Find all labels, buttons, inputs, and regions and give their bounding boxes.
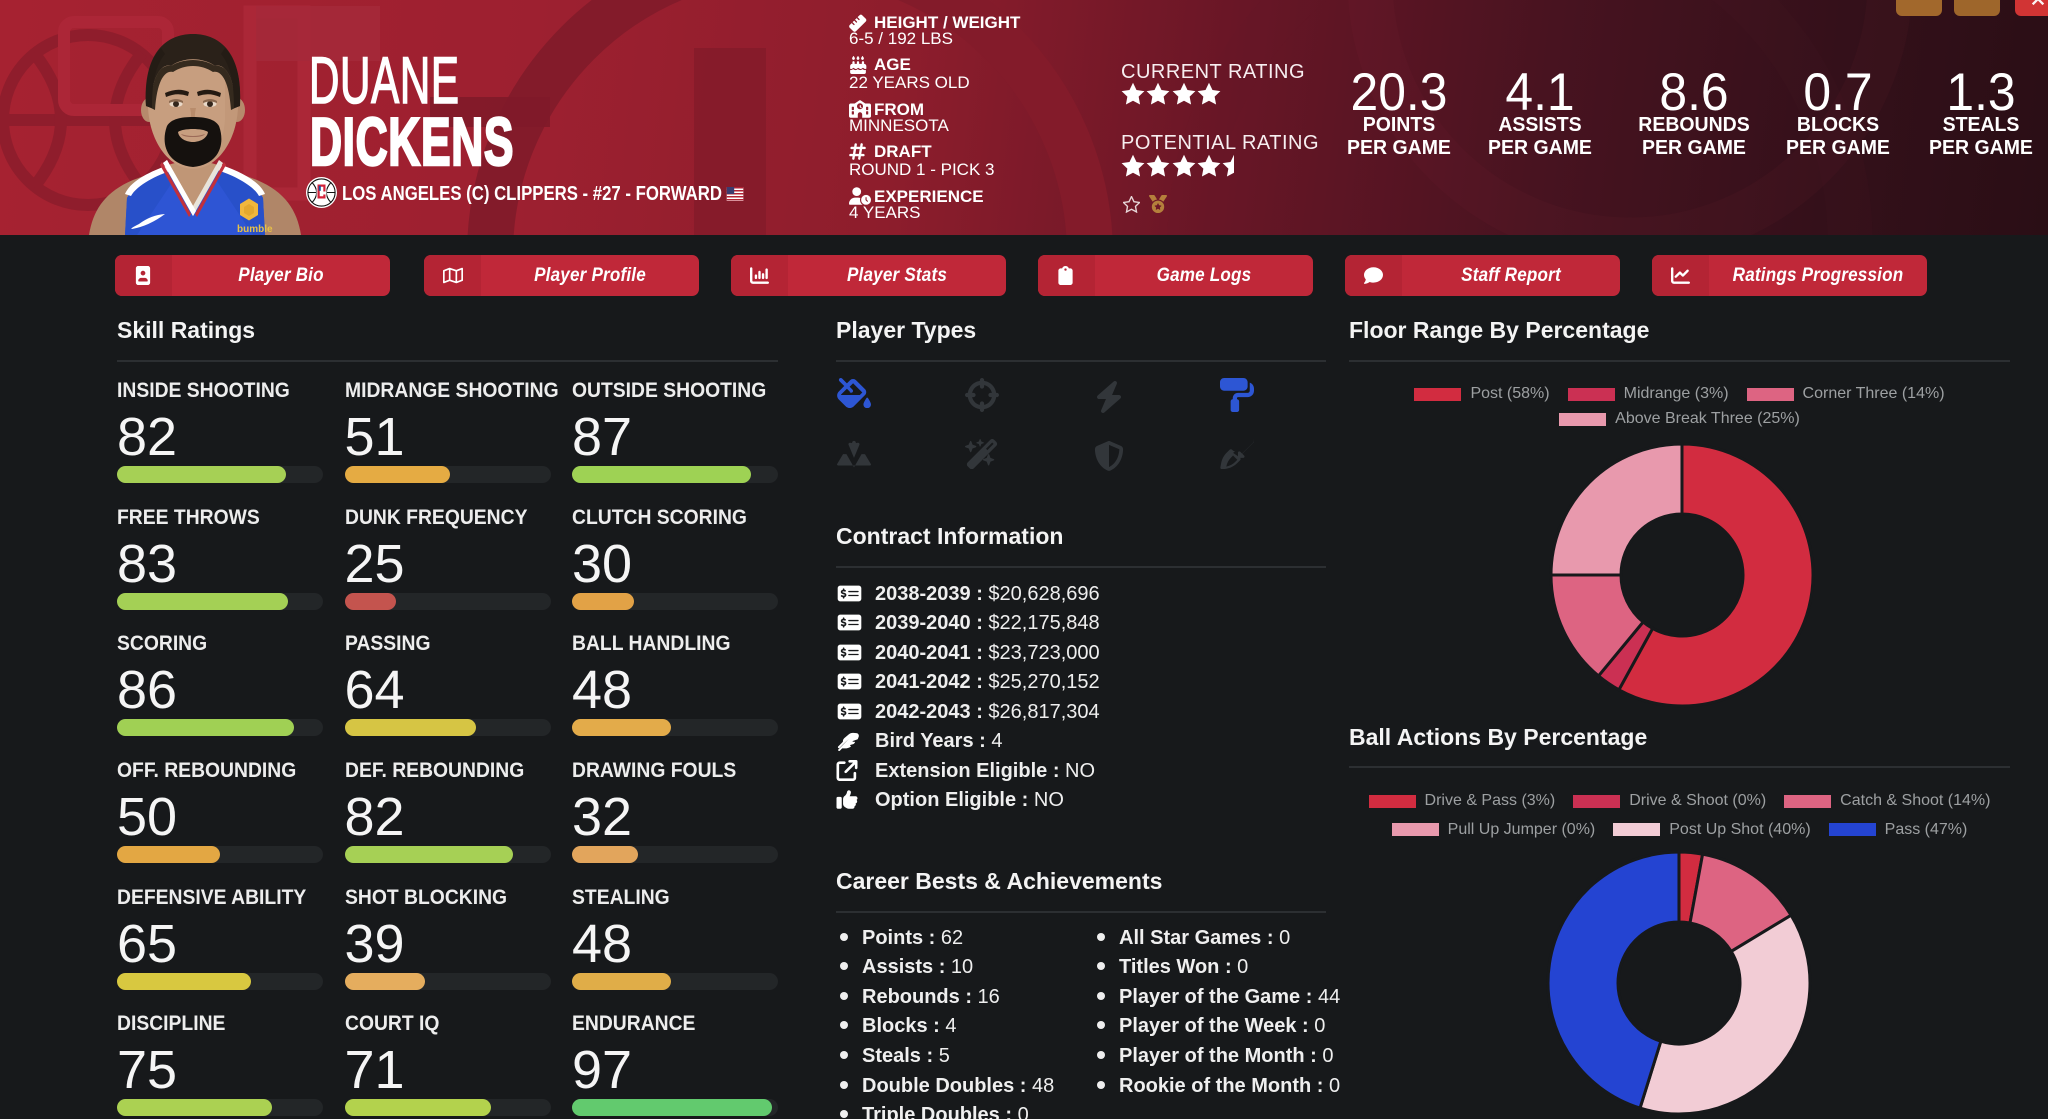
svg-text:bumble: bumble	[237, 224, 273, 235]
